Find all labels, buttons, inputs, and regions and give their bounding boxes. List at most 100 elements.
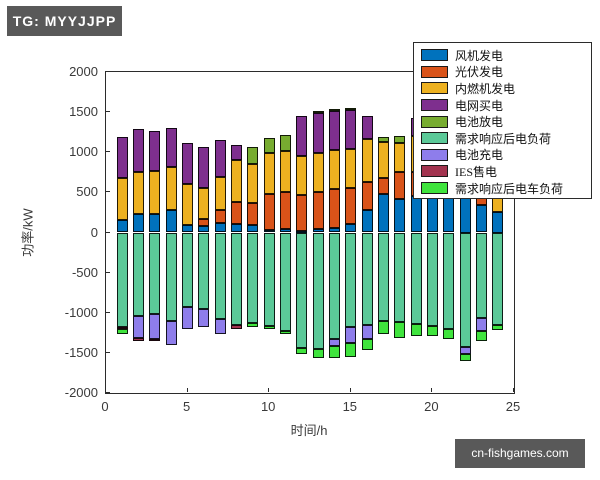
bar-segment (345, 149, 357, 188)
bar-segment (410, 232, 422, 324)
bar-segment (280, 151, 292, 192)
bar-segment (345, 224, 357, 233)
legend-swatch-icon (421, 182, 448, 195)
bar-segment (377, 194, 389, 233)
bar-segment (133, 128, 145, 173)
bar-segment (361, 209, 373, 233)
bar-segment (263, 230, 275, 233)
y-tick-label: -2000 (64, 385, 98, 400)
bar-segment (296, 116, 308, 157)
y-tick (106, 231, 110, 233)
bar-segment (280, 135, 292, 152)
bar-segment (459, 353, 471, 361)
bar-segment (133, 172, 145, 215)
bar-segment (182, 224, 194, 233)
bar-segment (328, 109, 340, 112)
y-tick (106, 311, 110, 313)
bar-segment (312, 229, 324, 233)
legend-swatch-icon (421, 82, 448, 95)
bar-segment (328, 227, 340, 233)
bar-segment (280, 330, 292, 334)
bar-segment (133, 232, 145, 316)
y-tick (106, 191, 110, 193)
legend-swatch-icon (421, 132, 448, 145)
bar-segment (475, 330, 487, 341)
bar-segment (492, 324, 504, 330)
bar-segment (394, 172, 406, 199)
bar-segment (345, 343, 357, 357)
bar-segment (312, 191, 324, 230)
bar-segment (182, 142, 194, 184)
legend-item: 电池充电 (421, 147, 591, 164)
bar-segment (263, 325, 275, 330)
legend-item: IES售电 (421, 163, 591, 180)
bar-segment (165, 232, 177, 321)
bar-segment (231, 232, 243, 325)
bar-segment (231, 224, 243, 233)
bar-segment (247, 232, 259, 324)
legend-item: 光伏发电 (421, 64, 591, 81)
bar-segment (116, 327, 128, 330)
bar-segment (214, 210, 226, 224)
legend-swatch-icon (421, 99, 448, 112)
legend-item: 风机发电 (421, 47, 591, 64)
corner-tag: TG: MYYJJPP (7, 6, 122, 36)
bar-segment (133, 214, 145, 233)
bar-segment (198, 232, 210, 309)
bar-segment (394, 322, 406, 338)
bar-segment (443, 329, 455, 340)
bar-segment (328, 339, 340, 346)
x-tick-label: 20 (424, 399, 439, 414)
bar-segment (133, 315, 145, 338)
bar-segment (198, 147, 210, 188)
bar-segment (475, 232, 487, 318)
legend: 风机发电 光伏发电 内燃机发电 电网买电 电池放电 需求响应后电负荷 电池充电 IES售电 需求… (413, 42, 592, 199)
legend-label: 风机发电 (455, 48, 504, 63)
bar-segment (377, 232, 389, 321)
bar-segment (247, 323, 259, 327)
legend-item: 内燃机发电 (421, 80, 591, 97)
bar-segment (231, 159, 243, 202)
y-tick (106, 271, 110, 273)
bar-segment (475, 317, 487, 331)
bar-segment (263, 232, 275, 326)
bar-segment (443, 232, 455, 330)
watermark: cn-fishgames.com (455, 439, 585, 468)
x-tick (513, 388, 514, 392)
bar-segment (312, 112, 324, 154)
y-tick-label: 500 (76, 184, 98, 200)
legend-label: 需求响应后电负荷 (455, 131, 552, 146)
bar-segment (149, 170, 161, 215)
bar-segment (410, 196, 422, 233)
bar-segment (198, 308, 210, 328)
y-tick (106, 351, 110, 353)
y-tick (106, 392, 110, 393)
bar-segment (247, 164, 259, 204)
legend-item: 需求响应后电车负荷 (421, 180, 591, 197)
bar-segment (280, 232, 292, 331)
bar-segment (328, 232, 340, 340)
x-tick-label: 0 (101, 399, 109, 414)
bar-segment (165, 167, 177, 211)
bar-segment (231, 324, 243, 330)
bar-segment (394, 136, 406, 143)
bar-segment (182, 183, 194, 225)
bar-segment (459, 347, 471, 354)
x-tick (186, 388, 188, 392)
bar-segment (116, 220, 128, 233)
bar-segment (394, 142, 406, 173)
bar-segment (345, 187, 357, 225)
x-tick-label: 15 (342, 399, 358, 414)
legend-item: 电网买电 (421, 97, 591, 114)
bar-segment (214, 140, 226, 177)
bar-segment (263, 193, 275, 231)
bar-segment (312, 111, 324, 114)
bar-segment (182, 307, 194, 329)
bar-segment (394, 198, 406, 233)
bar-segment (263, 138, 275, 154)
legend-swatch-icon (421, 65, 448, 78)
bar-segment (410, 323, 422, 336)
x-axis-label: 时间/h (290, 423, 328, 438)
bar-segment (214, 176, 226, 211)
bar-segment (361, 232, 373, 325)
